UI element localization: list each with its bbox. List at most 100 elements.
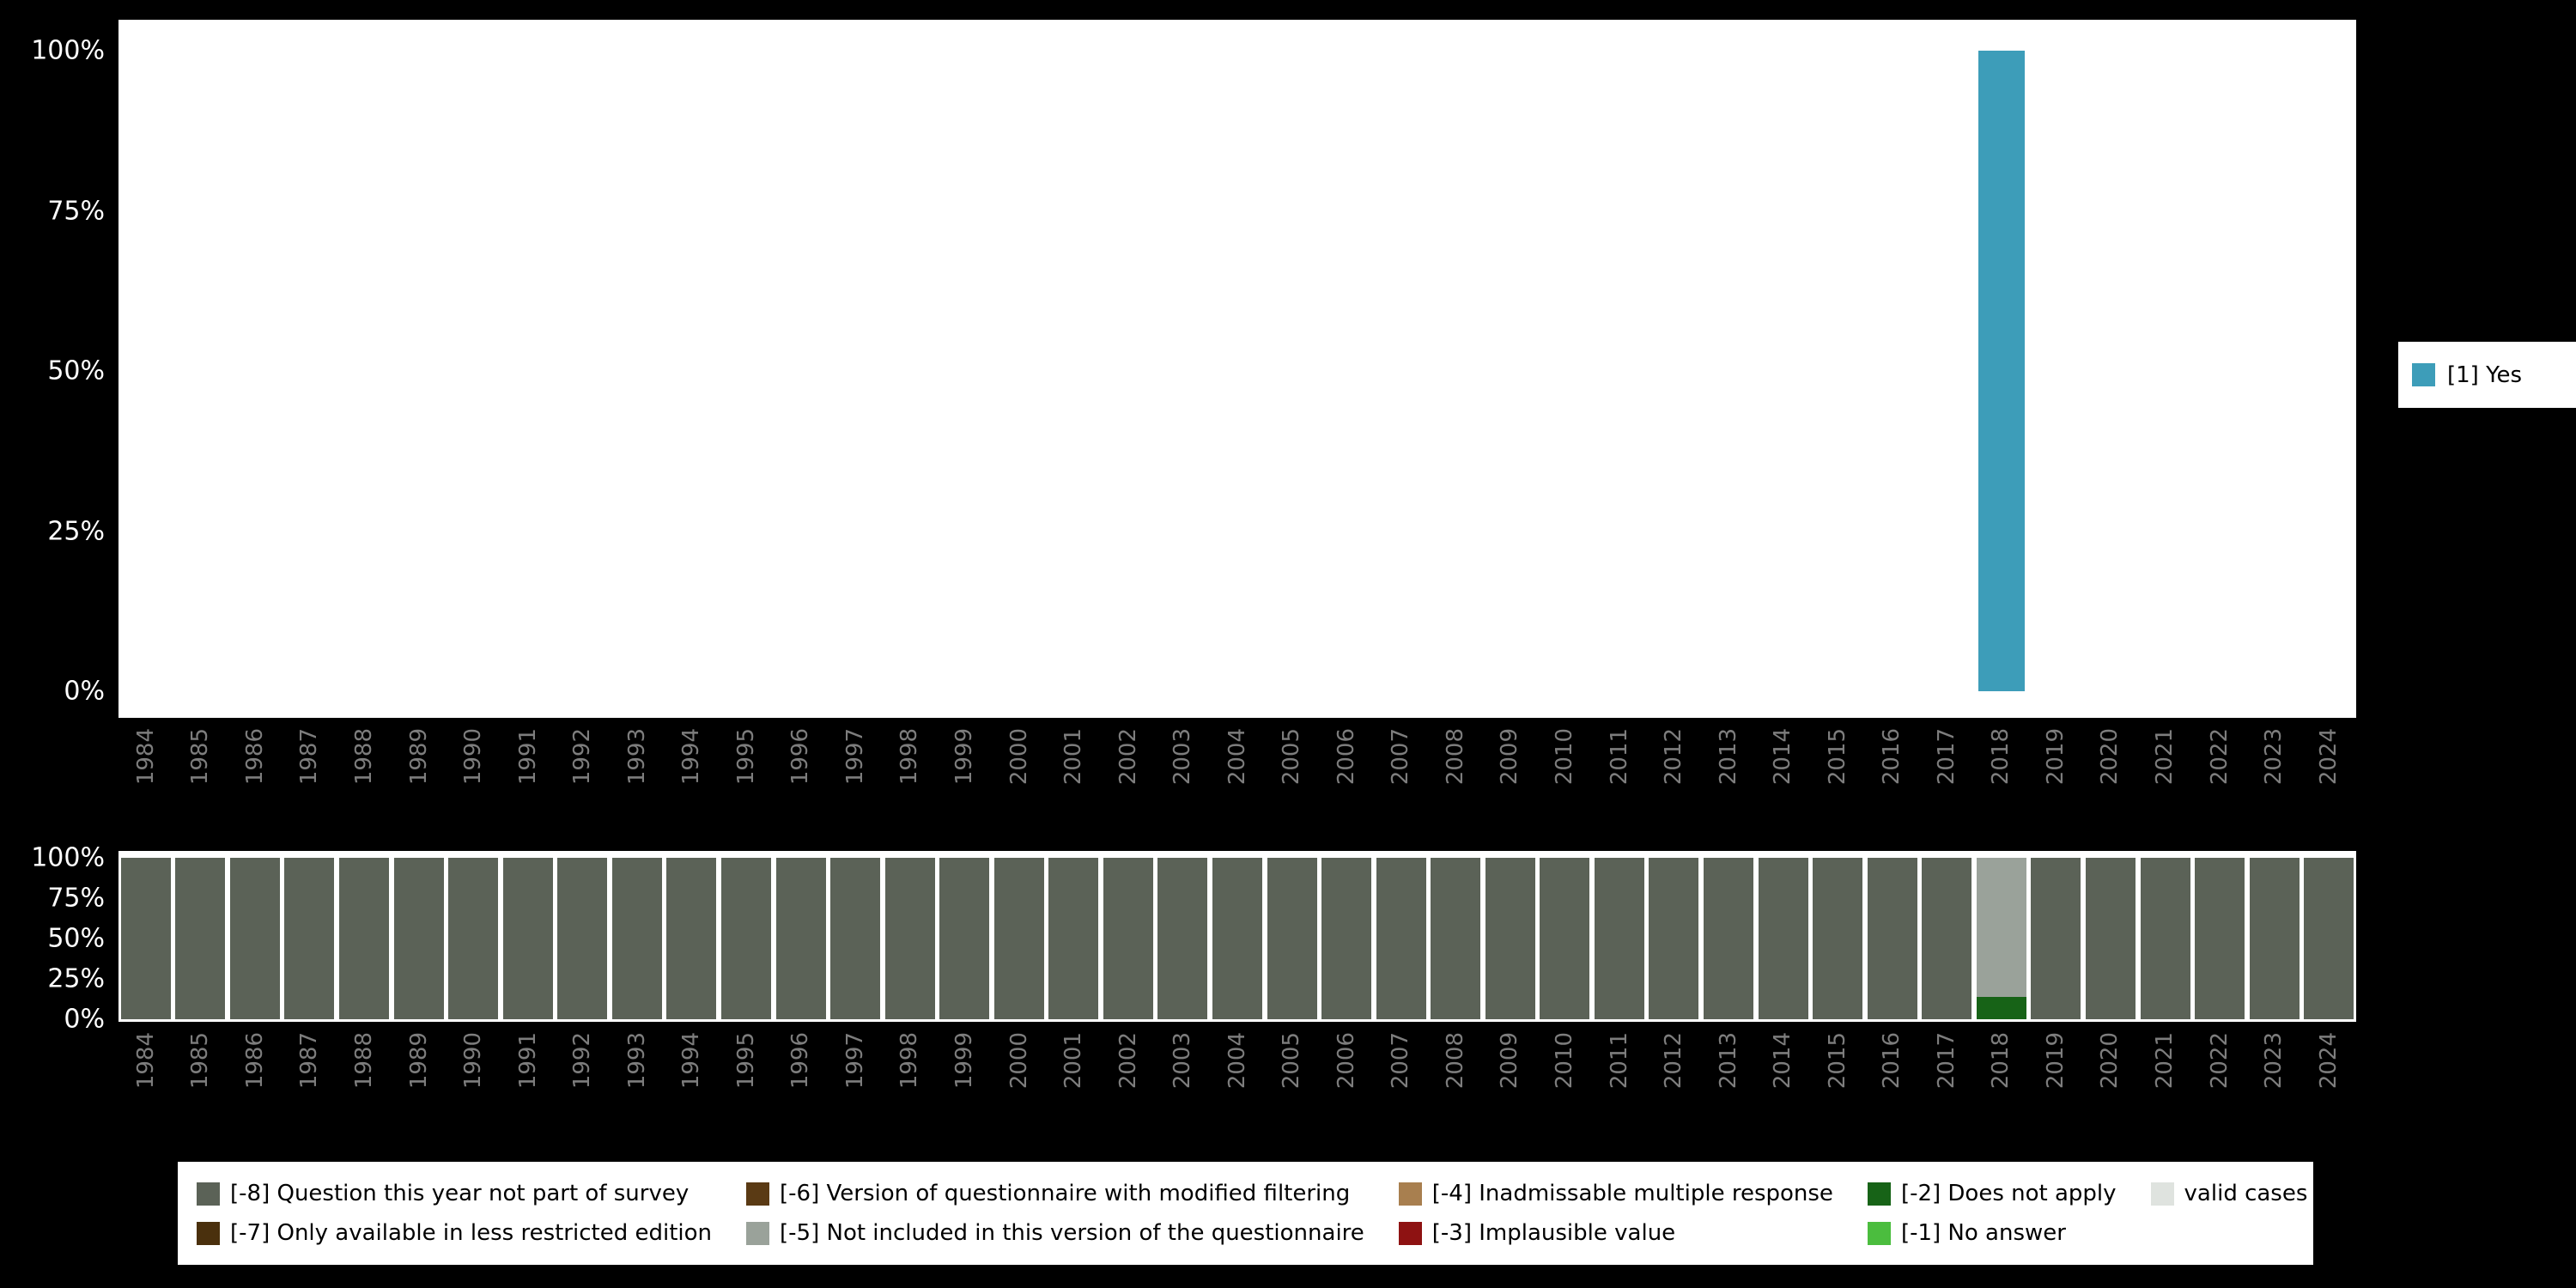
- x-axis-tick: 1993: [610, 1032, 665, 1135]
- x-axis-tick: 1997: [828, 728, 883, 831]
- legend-swatch: [197, 1182, 220, 1206]
- x-axis-tick: 2017: [1919, 1032, 1974, 1135]
- legend-label: [-6] Version of questionnaire with modif…: [780, 1181, 1351, 1206]
- x-axis-label: 2016: [1879, 1032, 1905, 1090]
- x-axis-label: 1991: [514, 1032, 541, 1090]
- x-axis-tick: 2011: [1592, 728, 1647, 831]
- x-axis-tick: 2008: [1428, 1032, 1483, 1135]
- x-axis-tick: 1992: [555, 728, 610, 831]
- bar-segment: [666, 858, 717, 1019]
- bar-segment: [2195, 858, 2245, 1019]
- legend-label: [-8] Question this year not part of surv…: [230, 1181, 690, 1206]
- x-axis-tick: 2019: [2028, 1032, 2083, 1135]
- x-axis-tick: 2024: [2301, 728, 2356, 831]
- bar-segment: [1157, 858, 1208, 1019]
- x-axis-tick: 1992: [555, 1032, 610, 1135]
- bar-segment: [1758, 858, 1808, 1019]
- x-axis-label: 1999: [951, 1032, 977, 1090]
- percentages-chart-plot: [118, 20, 2356, 718]
- x-axis-label: 2020: [2097, 728, 2123, 786]
- bar-segment: [1922, 858, 1972, 1019]
- x-axis-label: 1986: [241, 1032, 268, 1090]
- x-axis-tick: 2002: [1101, 728, 1156, 831]
- x-axis-label: 2012: [1661, 1032, 1687, 1090]
- bar-segment: [993, 858, 1044, 1019]
- x-axis-tick: 2001: [1046, 1032, 1101, 1135]
- x-axis-label: 2010: [1551, 728, 1577, 786]
- x-axis-label: 2023: [2261, 728, 2287, 786]
- x-axis-tick: 2021: [2137, 728, 2192, 831]
- legend-item: [-1] No answer: [1867, 1220, 2117, 1246]
- x-axis-tick: 1985: [173, 728, 228, 831]
- x-axis-tick: 2018: [1974, 1032, 2029, 1135]
- x-axis-tick: 2005: [1264, 728, 1319, 831]
- bar-segment: [393, 858, 444, 1019]
- x-axis-label: 1998: [896, 1032, 923, 1090]
- percentages-chart-yaxis: 100% 75% 50% 25% 0%: [0, 20, 118, 718]
- bar-segment: [1431, 858, 1481, 1019]
- bar-segment: [1976, 858, 2026, 997]
- x-axis-tick: 2024: [2301, 1032, 2356, 1135]
- x-axis-tick: 2006: [1319, 728, 1374, 831]
- bar-segment: [175, 858, 226, 1019]
- x-axis-tick: 2009: [1483, 728, 1538, 831]
- legend-item: [-5] Not included in this version of the…: [746, 1220, 1364, 1246]
- legend-swatch: [1398, 1182, 1422, 1206]
- y-axis-label: 50%: [47, 355, 105, 386]
- series-legend: [1] Yes: [2398, 342, 2576, 408]
- x-axis-tick: 2007: [1374, 1032, 1429, 1135]
- x-axis-tick: 2010: [1537, 728, 1592, 831]
- x-axis-label: 2007: [1388, 1032, 1414, 1090]
- x-axis-tick: 2014: [1755, 1032, 1810, 1135]
- y-axis-label: 50%: [47, 923, 105, 954]
- bar-segment: [939, 858, 990, 1019]
- x-axis-label: 2006: [1333, 1032, 1359, 1090]
- bar-segment: [2031, 858, 2081, 1019]
- y-axis-label: 75%: [47, 883, 105, 914]
- x-axis-tick: 1991: [501, 1032, 556, 1135]
- y-axis-label: 0%: [64, 1004, 105, 1035]
- x-axis-label: 1987: [296, 728, 323, 786]
- bar-segment: [1485, 858, 1535, 1019]
- x-axis-tick: 1999: [937, 728, 992, 831]
- y-axis-label: 100%: [31, 35, 105, 66]
- bar-segment: [1376, 858, 1426, 1019]
- x-axis-label: 2013: [1715, 728, 1741, 786]
- bar-segment: [1649, 858, 1699, 1019]
- bar-segment: [1540, 858, 1590, 1019]
- legend-label: [-5] Not included in this version of the…: [780, 1220, 1364, 1246]
- x-axis-tick: 1993: [610, 728, 665, 831]
- x-axis-label: 2022: [2206, 1032, 2233, 1090]
- x-axis-tick: 1999: [937, 1032, 992, 1135]
- x-axis-label: 2024: [2315, 728, 2342, 786]
- x-axis-label: 1990: [460, 728, 487, 786]
- x-axis-tick: 1988: [337, 728, 392, 831]
- x-axis-label: 2018: [1988, 728, 2014, 786]
- x-axis-label: 2012: [1661, 728, 1687, 786]
- bar-segment: [1594, 858, 1644, 1019]
- x-axis-label: 2008: [1442, 728, 1468, 786]
- x-axis-tick: 2003: [1155, 1032, 1210, 1135]
- bar-segment: [2140, 858, 2190, 1019]
- series-legend-swatch: [2412, 363, 2435, 386]
- bar-segment: [1813, 858, 1863, 1019]
- x-axis-label: 2021: [2152, 728, 2178, 786]
- x-axis-label: 2014: [1770, 1032, 1796, 1090]
- legend-item: [-4] Inadmissable multiple response: [1398, 1181, 1833, 1206]
- x-axis-label: 2015: [1824, 1032, 1850, 1090]
- bar-segment: [830, 858, 881, 1019]
- bar-segment: [1267, 858, 1317, 1019]
- x-axis-tick: 1984: [118, 1032, 173, 1135]
- x-axis-label: 1997: [841, 728, 868, 786]
- x-axis-tick: 2017: [1919, 728, 1974, 831]
- x-axis-label: 2021: [2152, 1032, 2178, 1090]
- x-axis-label: 1989: [405, 728, 432, 786]
- x-axis-tick: 1989: [392, 728, 447, 831]
- bar-segment: [1103, 858, 1153, 1019]
- x-axis-label: 2007: [1388, 728, 1414, 786]
- x-axis-label: 1994: [678, 1032, 705, 1090]
- x-axis-tick: 1986: [228, 1032, 283, 1135]
- x-axis-tick: 2006: [1319, 1032, 1374, 1135]
- x-axis-label: 1990: [460, 1032, 487, 1090]
- x-axis-label: 2011: [1606, 1032, 1632, 1090]
